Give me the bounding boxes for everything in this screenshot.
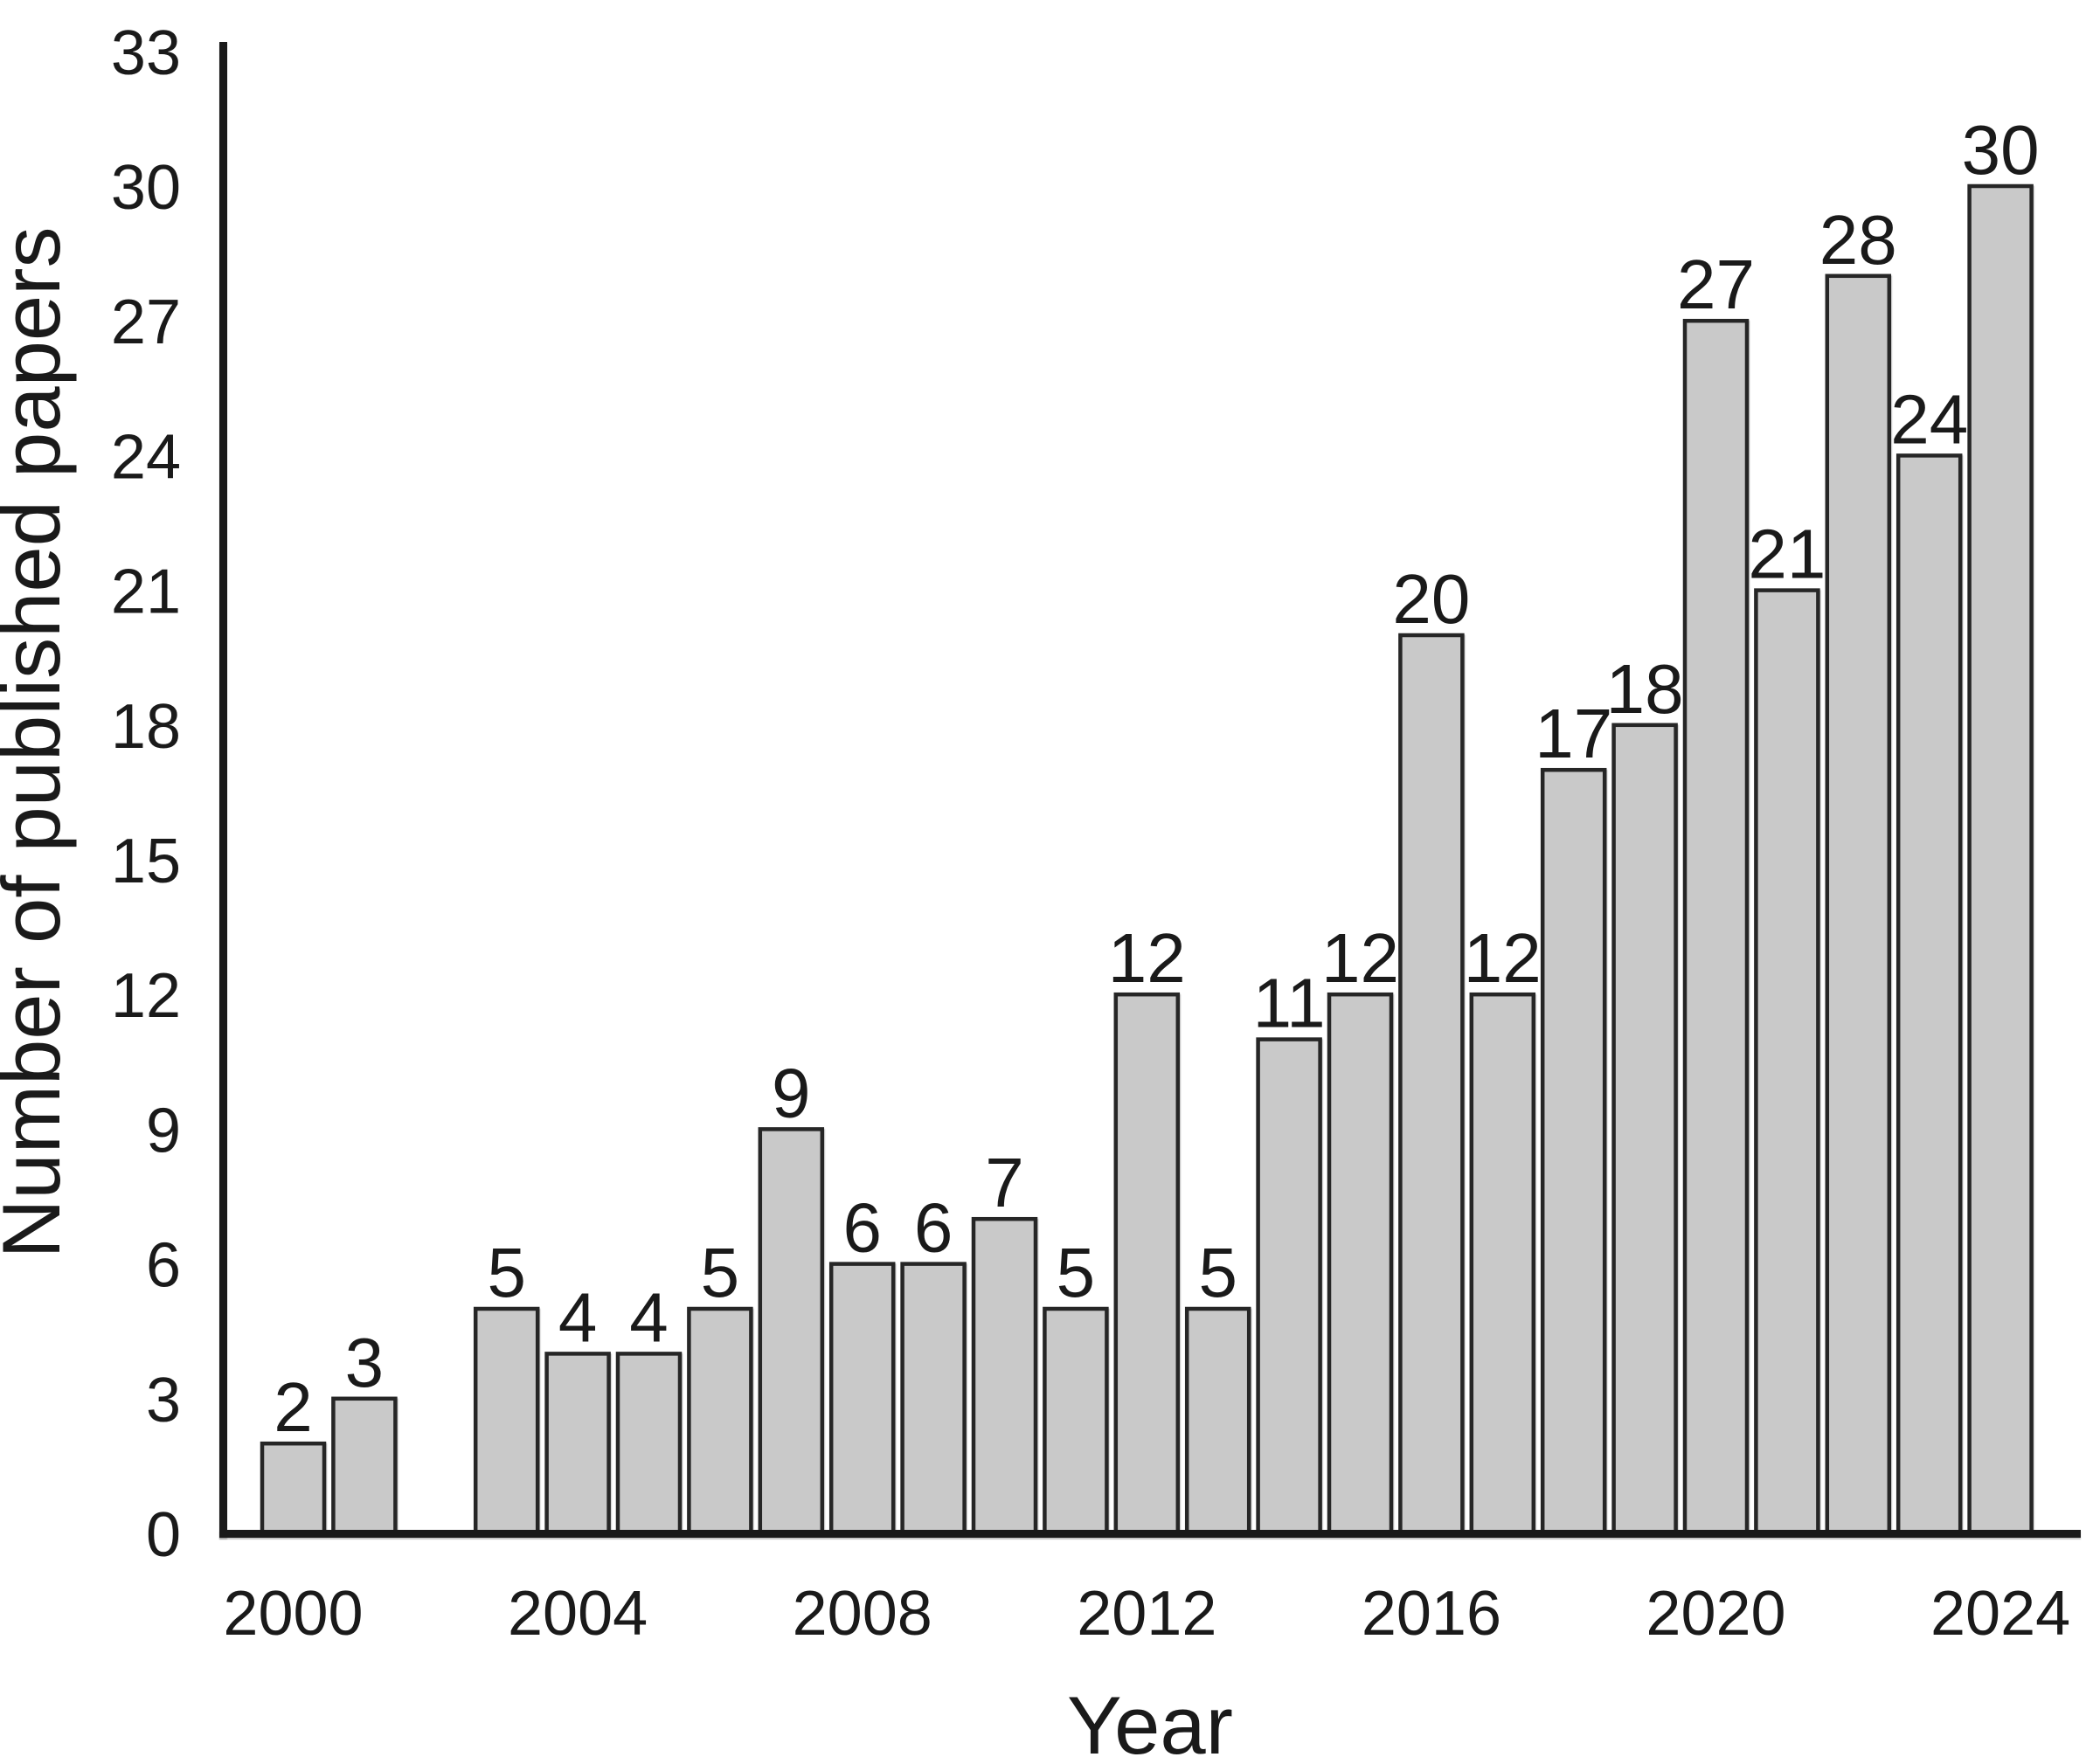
y-tick-label-21: 21 [111, 557, 181, 627]
x-tick-label-2012: 2012 [1077, 1579, 1216, 1649]
bar-2001 [331, 1396, 398, 1536]
x-tick-label-2020: 2020 [1646, 1579, 1785, 1649]
bar-2018 [1540, 767, 1607, 1536]
bar-2010 [971, 1216, 1038, 1536]
bar-2019 [1611, 723, 1678, 1536]
bar-2005 [615, 1352, 683, 1536]
bar-value-label-2011: 5 [1057, 1234, 1096, 1311]
y-tick-label-30: 30 [111, 153, 181, 223]
bar-2011 [1043, 1306, 1109, 1536]
bar-value-label-2015: 12 [1321, 919, 1399, 997]
x-tick-label-2024: 2024 [1930, 1579, 2070, 1649]
y-tick-label-9: 9 [146, 1096, 181, 1166]
bar-value-label-2004: 4 [558, 1278, 598, 1356]
bar-value-label-2012: 12 [1108, 919, 1186, 997]
bar-value-label-2003: 5 [487, 1234, 526, 1311]
bar-2015 [1327, 992, 1394, 1536]
bar-value-label-2014: 11 [1253, 965, 1326, 1042]
bar-value-label-2013: 5 [1198, 1234, 1237, 1311]
x-tick-label-2008: 2008 [793, 1579, 932, 1649]
x-tick-label-2016: 2016 [1362, 1579, 1501, 1649]
bar-value-label-2024: 30 [1962, 111, 2040, 189]
bar-value-label-2006: 5 [701, 1234, 740, 1311]
bar-value-label-2009: 6 [914, 1189, 953, 1267]
y-tick-label-6: 6 [146, 1231, 181, 1301]
y-tick-label-3: 3 [146, 1366, 181, 1435]
bar-value-label-2023: 24 [1890, 380, 1968, 458]
bar-2000 [260, 1441, 327, 1536]
bar-2007 [758, 1127, 825, 1536]
x-axis-line [219, 1530, 2081, 1538]
y-tick-label-15: 15 [111, 827, 181, 896]
bar-value-label-2022: 28 [1819, 201, 1897, 279]
bar-2017 [1469, 992, 1536, 1536]
x-tick-label-2004: 2004 [508, 1579, 648, 1649]
bar-value-label-2000: 2 [274, 1368, 313, 1446]
bar-value-label-2007: 9 [772, 1054, 811, 1131]
bar-value-label-2017: 12 [1464, 919, 1542, 997]
bar-2013 [1184, 1306, 1251, 1536]
x-tick-label-2000: 2000 [223, 1579, 363, 1649]
x-axis-title: Year [1067, 1679, 1233, 1764]
bar-2012 [1113, 992, 1181, 1536]
bar-value-label-2008: 6 [842, 1189, 882, 1267]
bar-2022 [1825, 273, 1892, 1536]
bar-2024 [1967, 183, 2034, 1536]
bar-2021 [1754, 588, 1820, 1536]
bar-2014 [1256, 1037, 1322, 1536]
bar-2008 [828, 1262, 896, 1536]
bar-2006 [687, 1306, 753, 1536]
bar-2020 [1682, 318, 1750, 1536]
bar-value-label-2021: 21 [1748, 515, 1826, 593]
bar-2004 [544, 1352, 611, 1536]
y-tick-label-27: 27 [111, 287, 181, 357]
y-tick-label-12: 12 [111, 961, 181, 1031]
bar-value-label-2005: 4 [629, 1278, 669, 1356]
bar-2009 [900, 1262, 967, 1536]
y-tick-label-18: 18 [111, 692, 181, 762]
y-tick-label-24: 24 [111, 422, 181, 492]
bar-value-label-2020: 27 [1677, 246, 1755, 323]
bar-value-label-2010: 7 [985, 1144, 1024, 1221]
bar-value-label-2001: 3 [345, 1324, 385, 1401]
y-axis-title: Number of published papers [0, 227, 77, 1259]
bar-value-label-2018: 17 [1535, 695, 1612, 772]
bar-value-label-2016: 20 [1392, 560, 1470, 638]
bar-2016 [1398, 633, 1465, 1536]
y-tick-label-33: 33 [111, 18, 181, 88]
bar-2023 [1895, 453, 1963, 1536]
y-axis-line [219, 42, 227, 1538]
bar-value-label-2019: 18 [1606, 650, 1684, 728]
y-tick-label-0: 0 [146, 1500, 181, 1570]
bar-2003 [473, 1306, 540, 1536]
